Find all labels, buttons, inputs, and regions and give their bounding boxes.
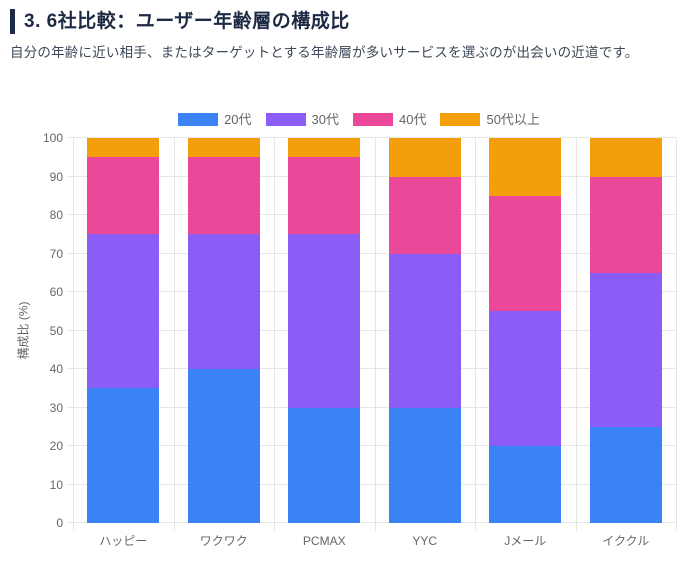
bar-イククル (589, 138, 662, 523)
plot-area: 構成比 (%) 0 10 20 30 40 50 60 70 80 90 100 ハッピー ワクワク PC… (17, 131, 677, 548)
gridline-horizontal (67, 137, 676, 138)
bar-segment-PCMAX-30代 (288, 234, 361, 408)
gridline-horizontal (67, 522, 676, 523)
legend-item-40代[interactable]: 40代 (353, 111, 427, 127)
bar-segment-ハッピー-50代以上 (87, 138, 160, 158)
bar-segment-YYC-50代以上 (388, 138, 461, 177)
gridline-horizontal (67, 175, 676, 177)
gridline-horizontal (67, 291, 676, 292)
x-axis-label-イククル: イククル (602, 534, 650, 548)
gridline-vertical (73, 138, 74, 531)
bar-PCMAX (288, 138, 361, 523)
legend-item-30代[interactable]: 30代 (265, 111, 339, 127)
bar-segment-イククル-30代 (589, 272, 662, 427)
bar-segment-ハッピー-30代 (87, 234, 160, 389)
gridline-horizontal (67, 329, 676, 331)
legend-item-50代以上[interactable]: 50代以上 (440, 111, 540, 127)
gridline-vertical (173, 138, 175, 531)
bar-segment-ハッピー-20代 (87, 388, 160, 523)
chart-legend: 20代 30代 40代 50代以上 (16, 112, 686, 126)
y-tick-label: 60 (49, 285, 63, 299)
y-tick-label: 0 (56, 516, 63, 530)
y-tick-label: 100 (42, 131, 63, 145)
legend-swatch-icon (353, 112, 393, 126)
gridline-vertical (274, 138, 275, 531)
bar-segment-ワクワク-40代 (187, 157, 260, 235)
x-axis-label-ワクワク: ワクワク (199, 534, 248, 548)
bar-segment-ワクワク-20代 (187, 369, 260, 523)
legend-label: 30代 (311, 111, 339, 127)
x-axis-label-ハッピー: ハッピー (99, 534, 148, 548)
bar-segment-Jメール-40代 (489, 195, 562, 312)
bar-segment-PCMAX-50代以上 (288, 138, 361, 158)
bar-ハッピー (87, 138, 160, 523)
gridline-horizontal (67, 368, 676, 369)
bar-segment-Jメール-30代 (489, 311, 562, 446)
gridline-vertical (374, 138, 376, 531)
legend-swatch-icon (440, 112, 481, 126)
x-axis-label-YYC: YYC (412, 534, 438, 548)
legend-swatch-icon (265, 112, 306, 126)
y-tick-label: 90 (49, 169, 63, 184)
bar-segment-Jメール-50代以上 (489, 138, 562, 196)
gridline-vertical (475, 138, 476, 531)
legend-label: 50代以上 (486, 111, 540, 127)
y-tick-label: 10 (49, 477, 63, 492)
gridline-horizontal (67, 483, 676, 485)
legend-swatch-icon (178, 112, 219, 126)
gridline-horizontal (67, 406, 676, 408)
bar-ワクワク (187, 138, 260, 523)
age-composition-chart: 20代 30代 40代 50代以上 構成比 (%) 0 10 20 30 40 50 60 70 80… (0, 100, 686, 562)
legend-label: 20代 (224, 111, 252, 127)
bar-segment-YYC-40代 (388, 176, 461, 254)
section-description: 自分の年齢に近い相手、またはターゲットとする年齢層が多いサービスを選ぶのが出会い… (10, 45, 639, 60)
bar-segment-ハッピー-40代 (87, 157, 160, 235)
gridline-horizontal (67, 445, 676, 446)
bar-segment-ワクワク-30代 (187, 234, 260, 369)
y-tick-label: 30 (49, 400, 63, 415)
title-row: 3. 6社比較：ユーザー年齢層の構成比 (10, 8, 676, 35)
section-header: 3. 6社比較：ユーザー年齢層の構成比 自分の年齢に近い相手、またはターゲットと… (10, 8, 676, 64)
gridline-horizontal (67, 252, 676, 254)
gridline-horizontal (67, 214, 676, 215)
x-axis-label-Jメール: Jメール (504, 534, 547, 548)
bar-segment-イククル-50代以上 (589, 138, 662, 177)
legend-label: 40代 (399, 111, 427, 127)
y-tick-label: 80 (49, 208, 63, 222)
bar-segment-イククル-20代 (589, 426, 662, 523)
bar-segment-YYC-20代 (388, 407, 461, 523)
x-axis-label-PCMAX: PCMAX (302, 534, 346, 548)
y-tick-label: 50 (49, 323, 63, 338)
bar-segment-ワクワク-50代以上 (187, 138, 260, 158)
bar-segment-PCMAX-20代 (288, 407, 361, 523)
legend-item-20代[interactable]: 20代 (178, 111, 252, 127)
bar-segment-PCMAX-40代 (288, 157, 361, 235)
y-tick-label: 70 (49, 246, 63, 261)
title-accent-bar (10, 9, 15, 34)
y-tick-label: 40 (49, 362, 63, 376)
gridline-vertical (676, 138, 677, 531)
bar-YYC (388, 138, 461, 523)
bar-segment-Jメール-20代 (489, 446, 562, 523)
bar-Jメール (489, 138, 562, 523)
bar-segment-YYC-30代 (388, 253, 461, 408)
y-tick-label: 20 (49, 439, 63, 453)
gridline-vertical (575, 138, 577, 531)
bar-segment-イククル-40代 (589, 176, 662, 273)
section-title: 3. 6社比較：ユーザー年齢層の構成比 (24, 11, 350, 32)
